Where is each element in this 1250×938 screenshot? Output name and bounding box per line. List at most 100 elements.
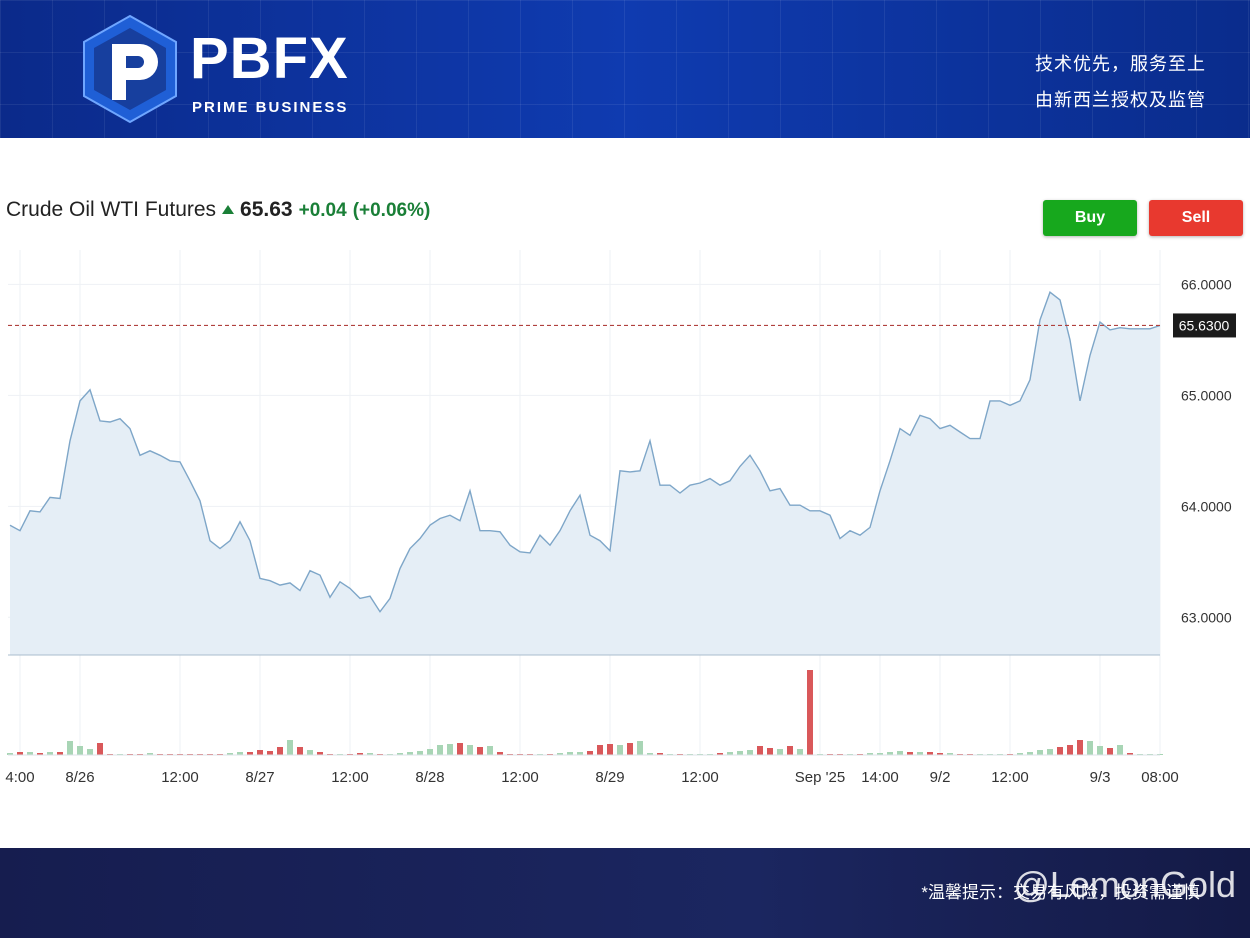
volume-bar (407, 752, 413, 755)
volume-bar (437, 745, 443, 755)
x-tick-label: 08:00 (1141, 769, 1179, 786)
volume-bar (7, 753, 13, 755)
volume-bar (587, 751, 593, 755)
x-tick-label: 12:00 (501, 769, 539, 786)
volume-bar (367, 753, 373, 755)
instrument-header: Crude Oil WTI Futures 65.63 +0.04 (+0.06… (6, 198, 430, 222)
volume-bar (717, 753, 723, 755)
volume-bar (1037, 750, 1043, 755)
volume-bar (307, 750, 313, 755)
sell-button[interactable]: Sell (1149, 200, 1243, 236)
x-tick-label: 14:00 (861, 769, 899, 786)
volume-bar (777, 749, 783, 755)
volume-bar (807, 670, 813, 755)
volume-bar (787, 746, 793, 755)
volume-bar (477, 747, 483, 755)
y-tick-label: 66.0000 (1181, 276, 1232, 292)
volume-bar (557, 753, 563, 755)
volume-bar (247, 752, 253, 755)
volume-bar (607, 744, 613, 755)
volume-bar (757, 746, 763, 755)
volume-bar (457, 743, 463, 755)
y-tick-label: 64.0000 (1181, 498, 1232, 514)
volume-bar (887, 752, 893, 755)
volume-bar (937, 753, 943, 755)
x-tick-label: Sep '25 (795, 769, 845, 786)
volume-bar (947, 753, 953, 755)
volume-bar (17, 752, 23, 755)
up-arrow (222, 205, 235, 214)
volume-bar (647, 753, 653, 755)
buy-button[interactable]: Buy (1043, 200, 1137, 236)
volume-bar (567, 752, 573, 755)
footer-banner: *温馨提示：交易有风险，投资需谨慎 @LemonGold (0, 848, 1250, 938)
price-chart: 4:00 8/26 12:00 8/27 12:00 8/28 12:00 8/29 12:00… (5, 250, 1236, 786)
volume-bar (67, 741, 73, 755)
x-tick-label: 4:00 (5, 769, 34, 786)
volume-bar (1127, 753, 1133, 755)
watermark: @LemonGold (1013, 864, 1236, 905)
volume-bar (1027, 752, 1033, 755)
slogan: 由新西兰授权及监管 (1035, 90, 1206, 110)
slogan: 技术优先，服务至上 (1035, 54, 1206, 74)
volume-bar (27, 752, 33, 755)
volume-bar (727, 752, 733, 755)
volume-bar (287, 740, 293, 755)
logo-icon (83, 14, 177, 124)
volume-bar (237, 752, 243, 755)
volume-bar (267, 751, 273, 755)
price-area (10, 292, 1160, 655)
price-line (9, 291, 1161, 613)
volume-bar (737, 751, 743, 755)
volume-bar (617, 745, 623, 755)
x-tick-label: 12:00 (331, 769, 369, 786)
volume-bar (1117, 745, 1123, 755)
volume-bar (497, 752, 503, 755)
volume-bar (877, 753, 883, 755)
x-tick-label: 9/3 (1090, 769, 1111, 786)
brand-name: PBFX (190, 26, 349, 91)
volume-bar (427, 749, 433, 755)
volume-bar (1067, 745, 1073, 755)
banner-pattern (0, 0, 1250, 138)
volume-bar (1017, 753, 1023, 755)
volume-bar (147, 753, 153, 755)
volume-bar (77, 746, 83, 755)
volume-bar (577, 752, 583, 755)
instrument-name: Crude Oil WTI Futures (6, 198, 217, 221)
price-change-percent: (+0.06%) (352, 200, 431, 221)
volume-bar (1097, 746, 1103, 755)
volume-bar (57, 752, 63, 755)
volume-bar (907, 752, 913, 755)
volume-bar (1107, 748, 1113, 755)
volume-bar (657, 753, 663, 755)
x-tick-label: 8/29 (595, 769, 624, 786)
price-change: +0.04 (298, 200, 347, 221)
volume-bar (277, 747, 283, 755)
volume-bar (897, 751, 903, 755)
volume-bar (767, 748, 773, 755)
instrument-price: 65.63 (240, 198, 293, 221)
x-tick-label: 12:00 (161, 769, 199, 786)
volume-bar (867, 753, 873, 755)
y-tick-label: 65.0000 (1181, 387, 1232, 403)
volume-bar (257, 750, 263, 755)
volume-bar (297, 747, 303, 755)
volume-bar (47, 752, 53, 755)
last-price-box (1173, 313, 1236, 338)
volume-bar (467, 745, 473, 755)
volume-bar (917, 752, 923, 755)
volume-bar (627, 743, 633, 755)
volume-bar (1077, 740, 1083, 755)
volume-bar (747, 750, 753, 755)
volume-bar (637, 741, 643, 755)
volume-bar (397, 753, 403, 755)
volume-bar (87, 749, 93, 755)
volume-bar (227, 753, 233, 755)
last-price-label: 65.6300 (1179, 317, 1230, 333)
volume-bar (97, 743, 103, 755)
volume-bar (797, 749, 803, 755)
x-tick-label: 8/26 (65, 769, 94, 786)
brand-subtitle: PRIME BUSINESS (192, 99, 349, 116)
